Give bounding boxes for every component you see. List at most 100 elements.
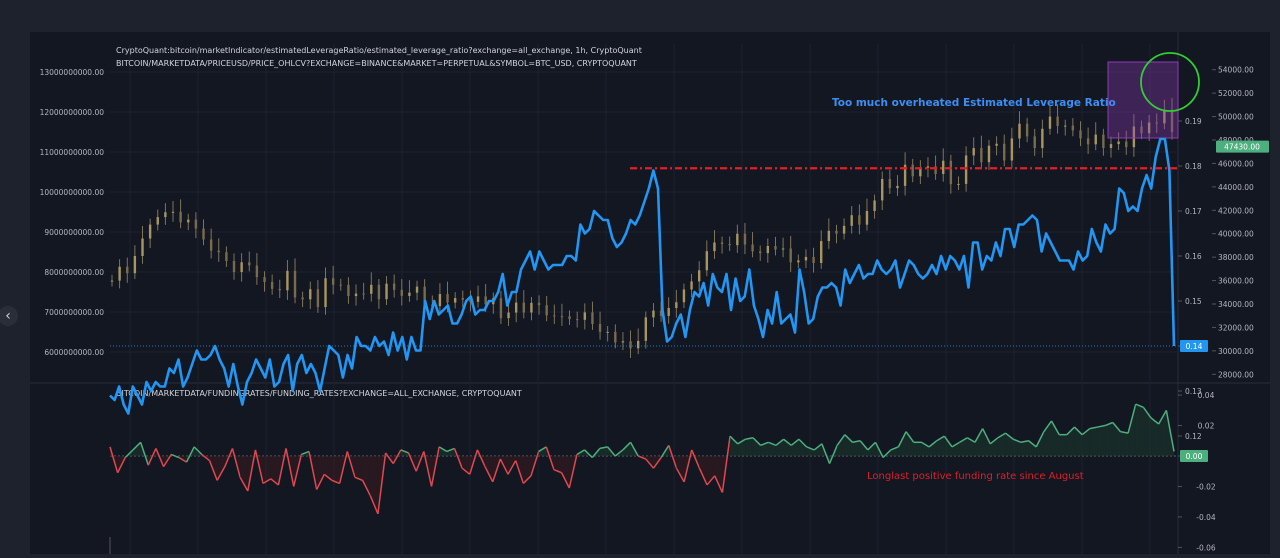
funding-line-segment <box>514 460 525 484</box>
funding-line-segment <box>185 446 195 463</box>
price-candle-body <box>1071 125 1075 131</box>
funding-fill-segment <box>929 440 937 456</box>
funding-fill-segment <box>462 456 470 475</box>
funding-fill-segment <box>1128 404 1136 456</box>
price-candle-body <box>789 248 792 263</box>
price-candle-body <box>995 143 998 146</box>
funding-fill-segment <box>1028 440 1037 456</box>
funding-line-segment <box>737 438 746 445</box>
funding-line-segment <box>783 438 792 446</box>
funding-line-segment <box>599 446 608 450</box>
funding-line-segment <box>775 438 785 446</box>
funding-line-segment <box>752 437 762 446</box>
funding-line-segment <box>124 449 134 459</box>
funding-line-segment <box>874 441 884 458</box>
price-candle-body <box>621 341 625 343</box>
price-candle-body <box>751 244 754 252</box>
funding-line-segment <box>132 441 142 451</box>
funding-fill-segment <box>599 446 608 456</box>
funding-line-segment <box>254 449 264 484</box>
funding-line-segment <box>560 472 570 489</box>
price-candle-body <box>1048 116 1052 129</box>
funding-fill-segment <box>676 456 685 482</box>
price-axis-tick-label: 36000.00 <box>1218 277 1254 286</box>
funding-fill-segment <box>278 448 287 485</box>
price-candle-body <box>270 281 274 289</box>
price-candle-body <box>339 284 342 286</box>
funding-line-segment <box>844 434 854 443</box>
funding-line-segment <box>507 460 517 475</box>
price-axis-tick-label: 38000.00 <box>1218 253 1254 262</box>
funding-axis-tick-label: -0.04 <box>1196 513 1216 522</box>
funding-fill-segment <box>561 456 570 488</box>
funding-line-segment <box>821 443 831 464</box>
funding-line-segment <box>369 495 379 515</box>
price-candle-body <box>278 288 281 291</box>
funding-line-segment <box>568 454 578 489</box>
funding-line-segment <box>798 438 808 448</box>
price-candle-body <box>469 299 472 302</box>
funding-line-segment <box>469 449 479 475</box>
price-candle-body <box>286 270 289 291</box>
price-candle-body <box>126 266 129 274</box>
price-candle-body <box>1155 122 1158 124</box>
funding-line-segment <box>806 446 815 451</box>
funding-fill-segment <box>1020 440 1029 456</box>
price-candle-body <box>171 211 175 213</box>
ratio-axis-tick-label: 0.12 <box>1185 432 1202 441</box>
price-candle-body <box>392 283 396 290</box>
funding-line-segment <box>584 449 593 459</box>
price-candle-body <box>636 340 640 349</box>
price-candle-body <box>408 292 411 296</box>
funding-line-segment <box>928 440 938 448</box>
leverage-line-layer <box>109 137 1176 415</box>
price-candle-body <box>1033 136 1036 149</box>
funding-fill-segment <box>860 440 868 456</box>
price-candle-body <box>911 164 914 177</box>
price-candle-body <box>141 238 144 256</box>
left-axis-tick-label: 8000000000.00 <box>44 268 104 277</box>
funding-fill-segment <box>217 456 225 481</box>
price-candle-body <box>835 230 838 234</box>
funding-fill-segment <box>959 437 968 456</box>
price-candle-body <box>514 302 518 313</box>
price-candle-body <box>1117 141 1120 145</box>
price-candle-body <box>354 293 358 297</box>
funding-fill-segment <box>798 439 807 456</box>
funding-line-segment <box>438 446 448 453</box>
price-candle-body <box>667 307 670 316</box>
price-candle-body <box>682 289 686 303</box>
funding-line-segment <box>966 437 976 443</box>
price-candle-body <box>987 145 991 163</box>
price-candle-body <box>804 256 808 261</box>
price-candle-body <box>865 210 869 225</box>
price-candle-body <box>331 278 335 285</box>
price-candle-body <box>659 310 663 316</box>
price-candle-body <box>675 302 678 308</box>
funding-fill-segment <box>730 436 738 456</box>
funding-line-segment <box>1135 403 1144 408</box>
funding-line-segment <box>538 446 547 453</box>
price-candle-body <box>560 316 564 318</box>
funding-current-tag <box>1180 450 1208 462</box>
funding-line-segment <box>331 479 340 485</box>
price-axis-tick-label: 30000.00 <box>1218 347 1254 356</box>
funding-line-segment <box>361 480 371 496</box>
funding-line-segment <box>836 434 846 446</box>
funding-line-segment <box>530 451 540 477</box>
funding-line-segment <box>446 447 455 453</box>
funding-line-segment <box>308 451 318 490</box>
chart-nav-left-button[interactable]: ‹ <box>0 306 18 326</box>
leverage-ratio-line <box>109 137 1176 415</box>
ratio-axis-tick-label: 0.17 <box>1185 207 1202 216</box>
ratio-axis-tick-label: 0.13 <box>1185 387 1202 396</box>
funding-line-segment <box>951 441 961 448</box>
price-candle-body <box>575 319 579 321</box>
funding-line-segment <box>492 458 502 483</box>
left-axis-tick-label: 10000000000.00 <box>40 188 105 197</box>
price-axis-tick-label: 52000.00 <box>1218 89 1254 98</box>
price-axis-tick-label: 40000.00 <box>1218 230 1254 239</box>
funding-fill-segment <box>936 436 945 456</box>
funding-line-segment <box>224 448 234 467</box>
price-candle-body <box>1041 128 1044 149</box>
